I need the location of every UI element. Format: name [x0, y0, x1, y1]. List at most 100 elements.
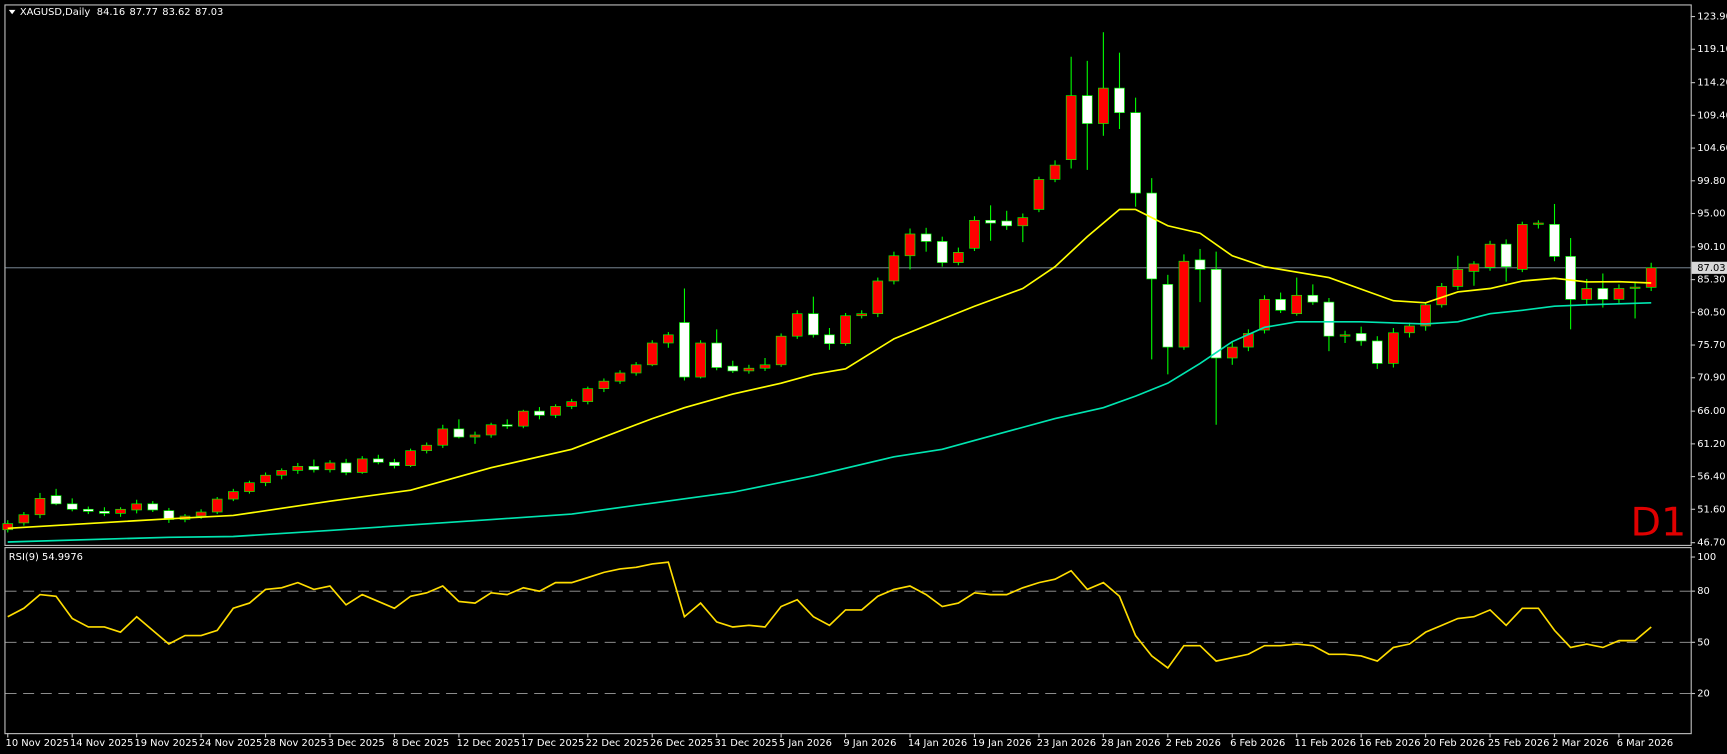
candle-body	[646, 342, 658, 366]
y-tick-label: 95.00	[1697, 209, 1725, 220]
candle-body	[115, 508, 126, 514]
candle-body	[1355, 333, 1367, 342]
symbol-header: XAGUSD,Daily 84.16 87.77 83.62 87.03	[20, 7, 224, 18]
x-tick-label: 19 Jan 2026	[972, 738, 1031, 749]
x-tick-label: 20 Feb 2026	[1423, 738, 1485, 749]
moving-average	[7, 208, 1652, 530]
candle-body	[518, 410, 529, 427]
candle-body	[453, 428, 465, 438]
candle-body	[1420, 304, 1431, 327]
y-tick-label: 109.40	[1697, 110, 1727, 121]
x-tick-label: 2 Mar 2026	[1552, 738, 1608, 749]
candle-body	[260, 474, 271, 484]
candle-body	[614, 372, 626, 382]
candle-body	[469, 434, 481, 438]
candle-body	[83, 508, 94, 512]
candle-body	[1033, 179, 1045, 210]
candle-body	[920, 233, 932, 242]
candle-body	[1065, 95, 1077, 160]
y-tick-label: 56.40	[1697, 472, 1725, 483]
candle-body	[1533, 222, 1544, 225]
chart-title: XAGUSD,Daily	[20, 7, 91, 18]
x-tick-label: 12 Dec 2025	[457, 738, 520, 749]
x-tick-label: 28 Jan 2026	[1101, 738, 1160, 749]
candle-body	[1098, 87, 1109, 124]
y-tick-label: 51.60	[1697, 504, 1725, 515]
candle-body	[18, 514, 30, 524]
candle-body	[566, 401, 577, 407]
x-tick-label: 3 Dec 2025	[328, 738, 385, 749]
candle-body	[663, 334, 674, 344]
y-tick-label: 50	[1697, 637, 1710, 648]
candle-body	[598, 380, 610, 389]
candle-body	[1581, 288, 1593, 300]
candle-body	[534, 410, 545, 416]
candle-body	[1468, 263, 1480, 272]
rsi-line	[7, 561, 1652, 670]
y-tick-label: 85.30	[1697, 275, 1725, 286]
candle-body	[630, 364, 642, 374]
timeframe-label: D1	[1630, 500, 1686, 546]
candle-body	[308, 466, 320, 471]
candle-body	[1323, 301, 1335, 337]
candle-body	[437, 428, 449, 446]
y-tick-label: 20	[1697, 689, 1710, 700]
x-tick-label: 19 Nov 2025	[134, 738, 197, 749]
candle-body	[1226, 346, 1238, 359]
y-tick-label: 70.90	[1697, 373, 1725, 384]
candle-body	[2, 523, 14, 531]
x-tick-label: 2 Feb 2026	[1166, 738, 1221, 749]
y-tick-label: 90.10	[1697, 242, 1725, 253]
candle-body	[727, 365, 739, 372]
y-tick-label: 66.00	[1697, 406, 1725, 417]
x-tick-label: 22 Dec 2025	[586, 738, 649, 749]
rsi-title: RSI(9) 54.9976	[9, 552, 83, 563]
rsi-frame	[4, 547, 1692, 735]
x-tick-label: 31 Dec 2025	[714, 738, 777, 749]
x-tick-label: 6 Feb 2026	[1230, 738, 1285, 749]
candle-body	[356, 458, 368, 473]
candle-body	[888, 255, 900, 282]
x-tick-label: 14 Jan 2026	[908, 738, 967, 749]
candle-body	[872, 280, 884, 315]
x-tick-label: 6 Mar 2026	[1617, 738, 1673, 749]
current-price-box	[1691, 261, 1727, 274]
candle-body	[743, 367, 755, 372]
current-price-label: 87.03	[1697, 263, 1725, 274]
candle-body	[421, 444, 432, 452]
candle-body	[1017, 217, 1029, 227]
y-tick-label: 80.50	[1697, 307, 1725, 318]
candle-body	[1484, 243, 1496, 268]
candle-body	[1001, 220, 1012, 227]
candle-body	[679, 322, 690, 378]
candle-body	[1339, 334, 1351, 337]
candle-body	[485, 424, 497, 436]
candle-body	[1194, 259, 1206, 270]
menu-arrow[interactable]	[8, 9, 16, 15]
candle-body	[840, 315, 851, 345]
candle-body	[1629, 286, 1641, 289]
candle-body	[99, 511, 110, 514]
candle-body	[244, 482, 255, 492]
candle-body	[34, 498, 46, 516]
x-tick-label: 25 Feb 2026	[1488, 738, 1550, 749]
candle-body	[695, 342, 706, 378]
ohlc-low: 83.62	[162, 7, 190, 18]
candle-body	[775, 335, 787, 366]
candle-body	[66, 503, 78, 510]
ohlc-open: 84.16	[97, 7, 125, 18]
candle-body	[373, 458, 384, 463]
candle-body	[195, 511, 207, 517]
y-tick-label: 46.70	[1697, 538, 1725, 549]
candle-body	[228, 491, 239, 500]
candle-body	[1243, 333, 1254, 348]
y-tick-label: 61.20	[1697, 439, 1725, 450]
candle-body	[904, 233, 916, 257]
x-tick-label: 5 Jan 2026	[779, 738, 832, 749]
candle-body	[1291, 294, 1303, 315]
candle-body	[1307, 294, 1319, 303]
main-frame	[4, 4, 1692, 546]
x-tick-label: 16 Feb 2026	[1359, 738, 1421, 749]
